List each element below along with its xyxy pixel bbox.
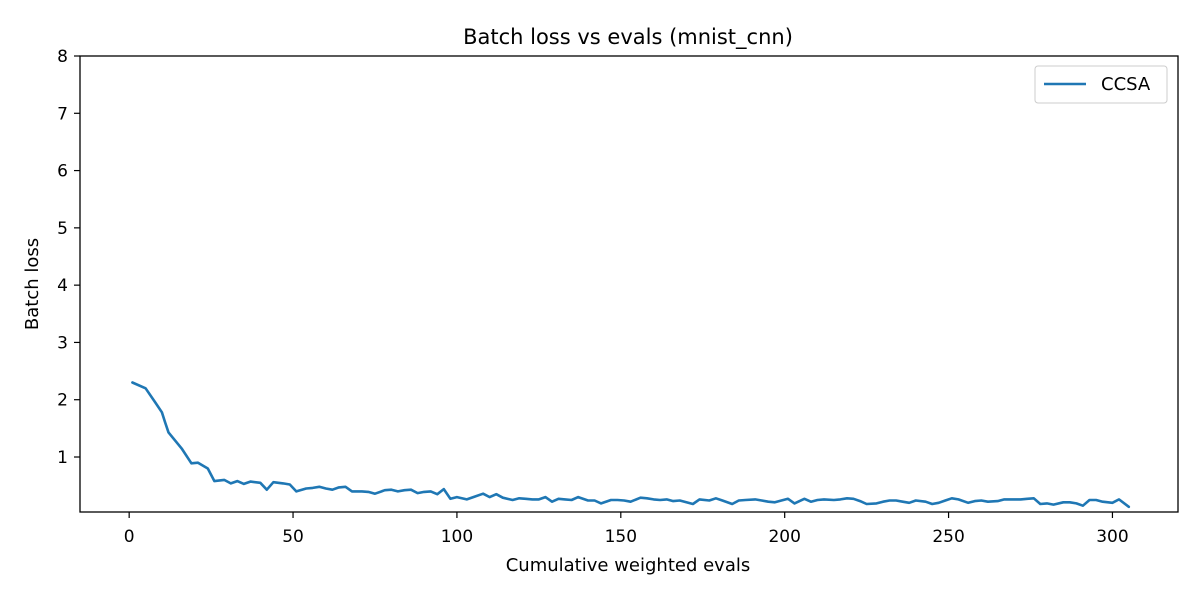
plot-frame xyxy=(79,55,1179,513)
y-tick-label: 6 xyxy=(57,162,68,182)
legend-label-ccsa: CCSA xyxy=(1101,74,1151,95)
y-tick-label: 1 xyxy=(57,448,68,468)
y-tick-label: 4 xyxy=(57,276,68,296)
plot-area xyxy=(131,381,1131,509)
y-axis-label: Batch loss xyxy=(22,238,43,330)
y-tick-label: 7 xyxy=(57,104,68,124)
series-line-ccsa xyxy=(131,381,1131,509)
y-tick-label: 3 xyxy=(57,333,68,353)
legend: CCSA xyxy=(1034,65,1168,104)
y-axis: 1 2 3 4 5 6 7 8 xyxy=(57,47,80,468)
x-tick-label: 0 xyxy=(124,527,135,547)
x-tick-label: 250 xyxy=(932,527,964,547)
legend-box xyxy=(1034,65,1168,104)
x-axis-label: Cumulative weighted evals xyxy=(506,555,751,576)
x-tick-label: 200 xyxy=(768,527,800,547)
y-tick-label: 5 xyxy=(57,219,68,239)
y-tick-label: 2 xyxy=(57,391,68,411)
y-tick-label: 8 xyxy=(57,47,68,67)
x-tick-label: 300 xyxy=(1096,527,1128,547)
x-axis: 0 50 100 150 200 250 300 xyxy=(124,512,1129,547)
x-tick-label: 150 xyxy=(605,527,637,547)
x-tick-label: 100 xyxy=(441,527,473,547)
x-tick-label: 50 xyxy=(282,527,304,547)
chart-title: Batch loss vs evals (mnist_cnn) xyxy=(463,25,793,50)
